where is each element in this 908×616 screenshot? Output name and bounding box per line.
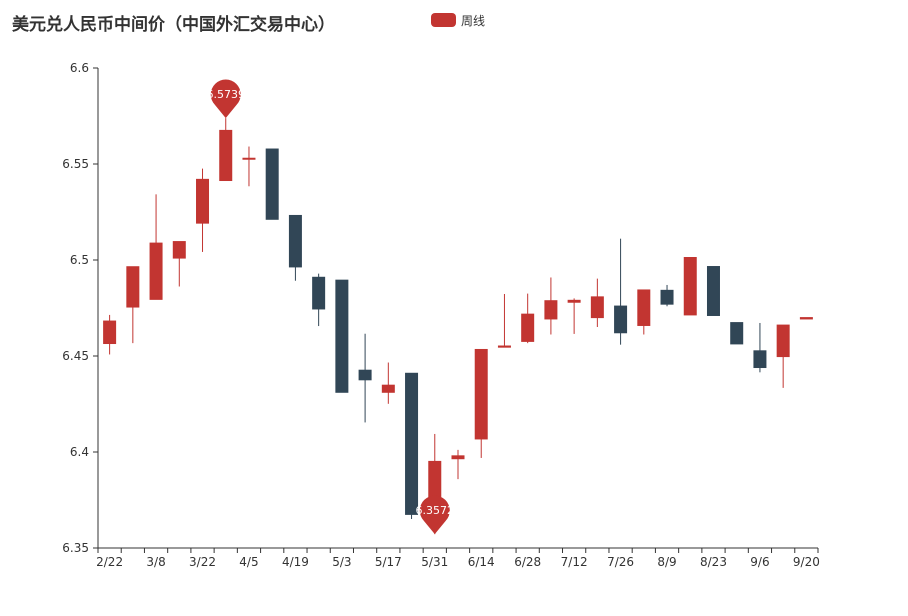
candle-body: [614, 305, 628, 334]
x-tick-label: 7/26: [607, 555, 634, 569]
candle-body: [103, 320, 117, 345]
candle-body: [660, 289, 674, 305]
candles: [103, 118, 813, 535]
chart-title: 美元兑人民币中间价（中国外汇交易中心）: [12, 15, 335, 35]
candle-body: [799, 317, 813, 320]
candle-body: [567, 299, 581, 303]
x-tick-label: 5/17: [375, 555, 402, 569]
candle-body: [521, 313, 535, 342]
x-tick-label: 6/14: [468, 555, 495, 569]
legend[interactable]: 周线: [431, 12, 485, 28]
candle-body: [172, 241, 186, 259]
x-tick-label: 5/3: [332, 555, 351, 569]
x-tick-label: 5/31: [421, 555, 448, 569]
x-tick-label: 4/5: [239, 555, 258, 569]
candle-body: [126, 266, 140, 308]
candle-body: [637, 289, 651, 326]
x-tick-label: 2/22: [96, 555, 123, 569]
y-tick-label: 6.35: [62, 541, 89, 555]
candle-body: [381, 384, 395, 393]
marker-label: 6.3572: [416, 504, 455, 517]
x-tick-label: 9/20: [793, 555, 820, 569]
marker-label: 6.5739: [206, 88, 245, 101]
candle-body: [288, 214, 302, 268]
candle-body: [219, 129, 233, 182]
y-tick-label: 6.4: [70, 445, 89, 459]
x-tick-label: 8/23: [700, 555, 727, 569]
axes: 6.35 6.4 6.45 6.5 6.55 6.6 2/22 3/8 3/22 4/5 4/19 5…: [62, 61, 820, 569]
legend-label: 周线: [461, 13, 486, 28]
candle-body: [242, 157, 256, 160]
y-tick-label: 6.6: [70, 61, 89, 75]
candle-body: [196, 178, 210, 224]
candle-body: [683, 257, 697, 316]
candle-body: [149, 242, 163, 300]
candle-body: [474, 348, 488, 440]
candle-body: [590, 296, 604, 319]
candle-body: [405, 372, 419, 515]
x-tick-label: 8/9: [657, 555, 676, 569]
x-tick-label: 9/6: [750, 555, 769, 569]
candle-body: [451, 455, 465, 460]
x-tick-label: 7/12: [561, 555, 588, 569]
candle-body: [312, 276, 326, 310]
candle-body: [753, 350, 767, 369]
legend-swatch: [431, 13, 456, 27]
candle-body: [776, 324, 790, 358]
x-tick-label: 3/8: [146, 555, 165, 569]
marker-pin: [419, 495, 450, 535]
candle-body: [730, 322, 744, 345]
candle-body: [544, 300, 558, 320]
x-tick-label: 4/19: [282, 555, 309, 569]
x-tick-label: 6/28: [514, 555, 541, 569]
markers: 6.5739 6.3572: [206, 79, 455, 535]
candle-body: [265, 148, 279, 220]
x-tick-label: 3/22: [189, 555, 216, 569]
candle-body: [706, 266, 720, 316]
candle-body: [358, 369, 372, 381]
y-tick-label: 6.45: [62, 349, 89, 363]
y-tick-label: 6.5: [70, 253, 89, 267]
candle-body: [497, 345, 511, 348]
candle-body: [335, 279, 349, 393]
marker-pin: [210, 79, 241, 119]
y-tick-label: 6.55: [62, 157, 89, 171]
